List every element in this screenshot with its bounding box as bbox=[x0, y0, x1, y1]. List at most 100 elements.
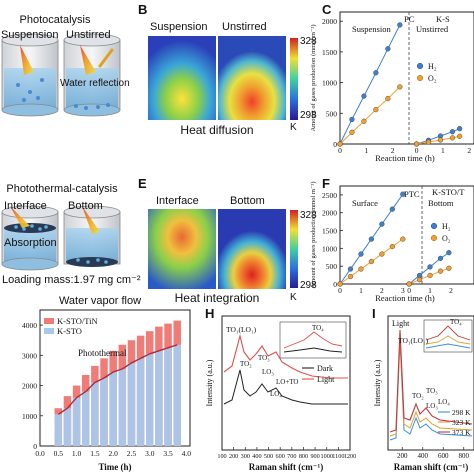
bar-1-0 bbox=[54, 414, 63, 446]
x-tick-label-h-5: 600 bbox=[276, 453, 285, 460]
y-tick-label-g-0: 0 bbox=[33, 442, 37, 451]
legend-f-h2-marker bbox=[430, 222, 438, 230]
panel-i: I 200 400 600 800 TO₁(LO₁) TO₂ TO₃ LO₃ LO₄ … bbox=[372, 306, 474, 472]
data-point-c-1-3 bbox=[373, 107, 379, 113]
x-tick-label-c-5: 2 bbox=[467, 146, 471, 155]
x-tick-label-h-11: 1200 bbox=[344, 453, 356, 460]
legend-g: K-STO/TiN K-STO bbox=[44, 316, 98, 336]
x-axis-label-c: Reaction time (h) bbox=[375, 153, 435, 163]
data-point-c-3-1 bbox=[425, 139, 432, 145]
x-tick-label-g-4: 2.0 bbox=[108, 449, 118, 458]
y-tick-label-g-4: 4000 bbox=[22, 321, 37, 330]
x-axis-label-h: Raman shift (cm⁻¹) bbox=[249, 462, 323, 472]
peak-h-1: TO₁(LO₁) bbox=[226, 325, 257, 334]
y-tick-label-f-1: 500 bbox=[326, 262, 338, 271]
peak-h-6: LO₄ bbox=[270, 390, 282, 398]
peak-i-1: TO₁(LO₁) bbox=[398, 336, 429, 345]
panel-a: Photocatalysis Suspension Unstirred Wate… bbox=[1, 14, 130, 117]
legend-f-o2: O₂ bbox=[442, 234, 451, 243]
legend-i: 298 K 323 K 373 K bbox=[438, 408, 471, 437]
y-tick-label-f-4: 2000 bbox=[322, 209, 337, 218]
y-tick-label-f-0: 0 bbox=[333, 280, 337, 289]
panel-c-letter: C bbox=[322, 2, 332, 17]
legend-i-298k: 298 K bbox=[452, 408, 471, 417]
data-point-c-0-2 bbox=[361, 93, 367, 99]
peak-i-2: TO₂ bbox=[412, 392, 424, 400]
beaker-bottom bbox=[63, 205, 121, 267]
data-point-c-1-1 bbox=[349, 129, 355, 135]
panel-b-letter: B bbox=[138, 2, 147, 17]
x-tick-label-h-9: 1000 bbox=[321, 453, 333, 460]
data-point-c-3-4 bbox=[457, 133, 463, 139]
panel-d-right-label: Bottom bbox=[68, 200, 103, 212]
plot-frame-c bbox=[339, 11, 474, 145]
x-axis-label-i: Raman shift (cm⁻¹) bbox=[394, 462, 468, 472]
x-tick-label-i-1: 400 bbox=[418, 452, 429, 460]
data-point-f-1-2 bbox=[358, 266, 364, 272]
panel-a-annotation: Water reflection bbox=[60, 78, 130, 89]
panel-g: Water vapor flow 0 1000 2000 3000 4000 0.0 0.5… bbox=[22, 295, 191, 472]
y-tick-label-g-2: 2000 bbox=[22, 382, 37, 391]
x-tick-label-c-3: 0 bbox=[415, 146, 419, 155]
x-tick-label-h-0: 100 bbox=[217, 453, 226, 460]
colorbar-b-max: 328 bbox=[300, 36, 317, 47]
panel-i-annotation: Light bbox=[392, 319, 410, 328]
y-axis-label-f: Amount of gases production (mmol m⁻²) bbox=[310, 181, 317, 288]
panel-b-left-label: Suspension bbox=[150, 21, 208, 33]
x-tick-label-h-1: 200 bbox=[229, 453, 238, 460]
y-tick-label-c-3: 1500 bbox=[322, 48, 337, 57]
x-axis-label-f: Reaction time (h) bbox=[375, 293, 435, 303]
data-point-c-0-1 bbox=[349, 116, 355, 123]
panel-f-letter: F bbox=[322, 176, 330, 191]
panel-h-letter: H bbox=[205, 306, 214, 321]
x-tick-label-h-3: 400 bbox=[252, 453, 261, 460]
panel-h: H 100 200 300 400 500 600 700 800 900 1000 1100 120… bbox=[205, 306, 356, 472]
y-tick-label-c-0: 0 bbox=[333, 140, 337, 149]
data-point-f-0-6 bbox=[400, 191, 406, 197]
panel-c-corner-label: K-S bbox=[436, 14, 450, 24]
thermal-image-interface bbox=[148, 209, 216, 289]
y-tick-label-c-1: 500 bbox=[326, 109, 338, 118]
legend-c-o2-marker bbox=[416, 74, 424, 82]
bar-1-9 bbox=[136, 358, 145, 446]
data-point-c-2-4 bbox=[457, 126, 463, 132]
panel-f-left-label: Surface bbox=[352, 198, 378, 208]
panel-d: Photothermal-catalysis Interface Bottom … bbox=[1, 183, 141, 286]
bar-1-7 bbox=[118, 368, 127, 446]
data-point-f-1-6 bbox=[400, 236, 406, 242]
inset-h bbox=[279, 321, 347, 359]
bar-1-4 bbox=[91, 382, 99, 446]
series-line-c-0 bbox=[339, 24, 401, 145]
beaker-interface bbox=[1, 205, 59, 271]
bar-1-1 bbox=[63, 408, 72, 446]
x-tick-label-c-1: 1 bbox=[364, 146, 368, 155]
panel-c-left-label: Suspension bbox=[352, 24, 391, 34]
panel-e-caption: Heat integration bbox=[175, 291, 260, 305]
peak-h-5: LO+TO bbox=[276, 378, 298, 386]
peak-h-2: TO₂ bbox=[240, 360, 252, 368]
panel-b: B Suspension Unstirred 328 298 K Heat di… bbox=[138, 2, 317, 137]
y-tick-label-c-2: 1000 bbox=[322, 79, 337, 88]
legend-c-h2: H₂ bbox=[428, 62, 437, 71]
peak-i-5: LO₄ bbox=[438, 398, 450, 406]
data-point-f-3-0 bbox=[406, 281, 412, 287]
panel-f: F Surface PTC Bottom K-STO/T 0 500 1000 150… bbox=[310, 176, 474, 303]
y-tick-label-f-3: 1500 bbox=[322, 227, 337, 236]
bar-1-12 bbox=[164, 347, 172, 446]
data-point-f-1-4 bbox=[379, 251, 385, 257]
x-tick-label-f-4: 0 bbox=[407, 286, 411, 295]
x-tick-label-h-10: 1100 bbox=[332, 453, 344, 460]
legend-h-dark: Dark bbox=[317, 364, 333, 373]
legend-f-o2-marker bbox=[430, 234, 438, 242]
x-tick-label-i-0: 200 bbox=[397, 452, 408, 460]
legend-g-ksto-swatch bbox=[44, 328, 54, 334]
x-tick-label-f-3: 3 bbox=[401, 286, 405, 295]
bar-1-11 bbox=[155, 350, 163, 446]
data-point-c-1-0 bbox=[337, 141, 343, 147]
panel-a-title: Photocatalysis bbox=[20, 14, 91, 26]
peak-h-4: LO₃ bbox=[262, 368, 274, 376]
bar-1-2 bbox=[72, 397, 81, 446]
legend-c: H₂ O₂ bbox=[416, 62, 437, 83]
data-point-c-1-4 bbox=[385, 95, 391, 102]
